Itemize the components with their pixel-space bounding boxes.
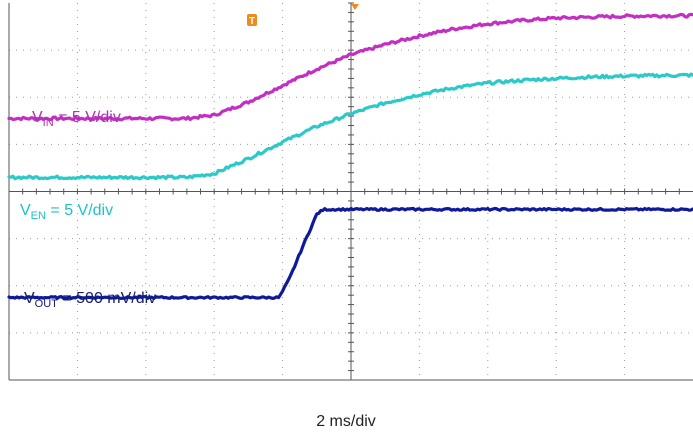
trace-label-main: V bbox=[32, 109, 43, 126]
trigger-marker-text: T bbox=[249, 16, 255, 27]
trace-vin bbox=[7, 12, 693, 122]
grid bbox=[8, 2, 693, 381]
trace-vout bbox=[7, 206, 693, 301]
trigger-position-icon bbox=[351, 4, 359, 10]
trace-label-main: V bbox=[24, 290, 35, 307]
trace-label-main: V bbox=[20, 202, 31, 219]
trace-label-subscript: IN bbox=[43, 117, 54, 129]
trace-label-scale: = 5 V/div bbox=[54, 109, 121, 126]
x-axis-scale-label: 2 ms/div bbox=[316, 413, 376, 430]
trace-ven bbox=[7, 72, 693, 181]
trace-label-scale: = 500 mV/div bbox=[58, 290, 156, 307]
traces bbox=[7, 12, 693, 301]
trace-label-subscript: OUT bbox=[35, 298, 59, 310]
trace-label-vout: VOUT = 500 mV/div bbox=[24, 290, 156, 310]
trace-label-ven: VEN = 5 V/div bbox=[20, 202, 113, 222]
trigger-marker-icon: T bbox=[247, 14, 257, 27]
trace-label-vin: VIN = 5 V/div bbox=[32, 109, 121, 129]
trace-label-subscript: EN bbox=[31, 210, 46, 222]
trace-label-scale: = 5 V/div bbox=[46, 202, 113, 219]
trigger-markers: T bbox=[247, 4, 359, 27]
